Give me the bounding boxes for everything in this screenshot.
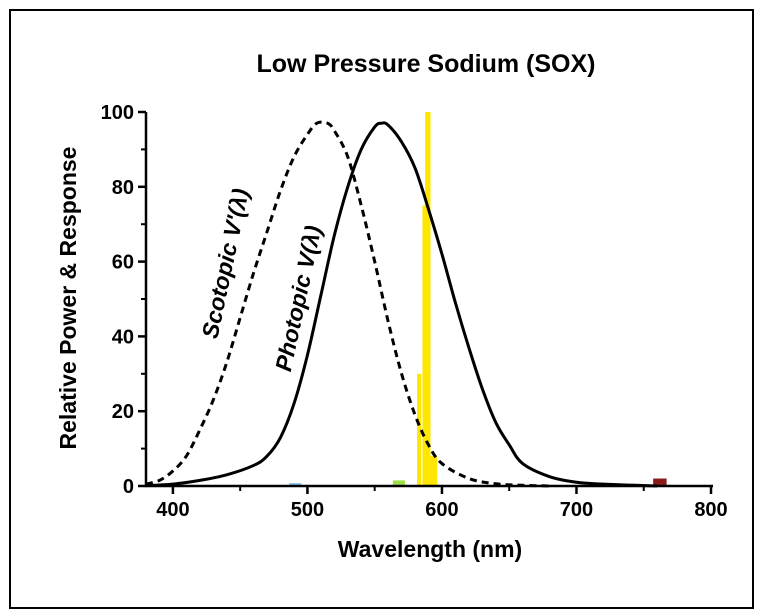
x-tick-label: 600 (425, 499, 458, 521)
spectral-line-bar-2 (425, 112, 431, 486)
x-tick-label: 500 (291, 499, 324, 521)
scotopic-label-part: Scotopic (197, 234, 244, 341)
scotopic-curve (145, 120, 550, 488)
y-tick-label: 80 (112, 177, 134, 199)
photopic-label: Photopic V(λ) (270, 223, 326, 373)
x-tick-label: 400 (156, 499, 189, 521)
scotopic-label-part: (λ) (222, 186, 253, 219)
y-tick-label: 40 (112, 326, 134, 348)
chart-title: Low Pressure Sodium (SOX) (257, 50, 596, 78)
y-tick-label: 100 (101, 102, 134, 124)
spectral-line-bar-3 (430, 456, 438, 486)
spectral-lines (289, 112, 667, 486)
y-tick-label: 60 (112, 252, 134, 274)
scotopic-label: Scotopic V'(λ) (197, 186, 254, 341)
spectral-line-bar-6 (653, 478, 667, 486)
photopic-label-part: Photopic (270, 266, 317, 374)
spectral-line-bar-4 (289, 483, 302, 486)
x-tick-label: 800 (694, 499, 727, 521)
curves (145, 120, 658, 488)
ticks: 400 500 600 700 800 0 20 40 60 80 100 (101, 102, 728, 521)
spectral-line-bar-1 (422, 205, 427, 486)
curve-labels: Photopic V(λ) Scotopic V'(λ) (197, 186, 327, 373)
y-tick-label: 20 (112, 401, 134, 423)
y-axis-label: Relative Power & Response (55, 147, 81, 450)
chart: Low Pressure Sodium (SOX) 400 500 600 700 80… (55, 50, 728, 562)
photopic-curve (145, 121, 658, 488)
x-axis-label: Wavelength (nm) (338, 536, 522, 562)
photopic-label-part: (λ) (295, 223, 326, 256)
spectral-line-bar-5 (392, 480, 405, 486)
x-tick-label: 700 (560, 499, 593, 521)
spectral-line-bar-0 (417, 373, 422, 486)
y-tick-label: 0 (123, 476, 134, 498)
